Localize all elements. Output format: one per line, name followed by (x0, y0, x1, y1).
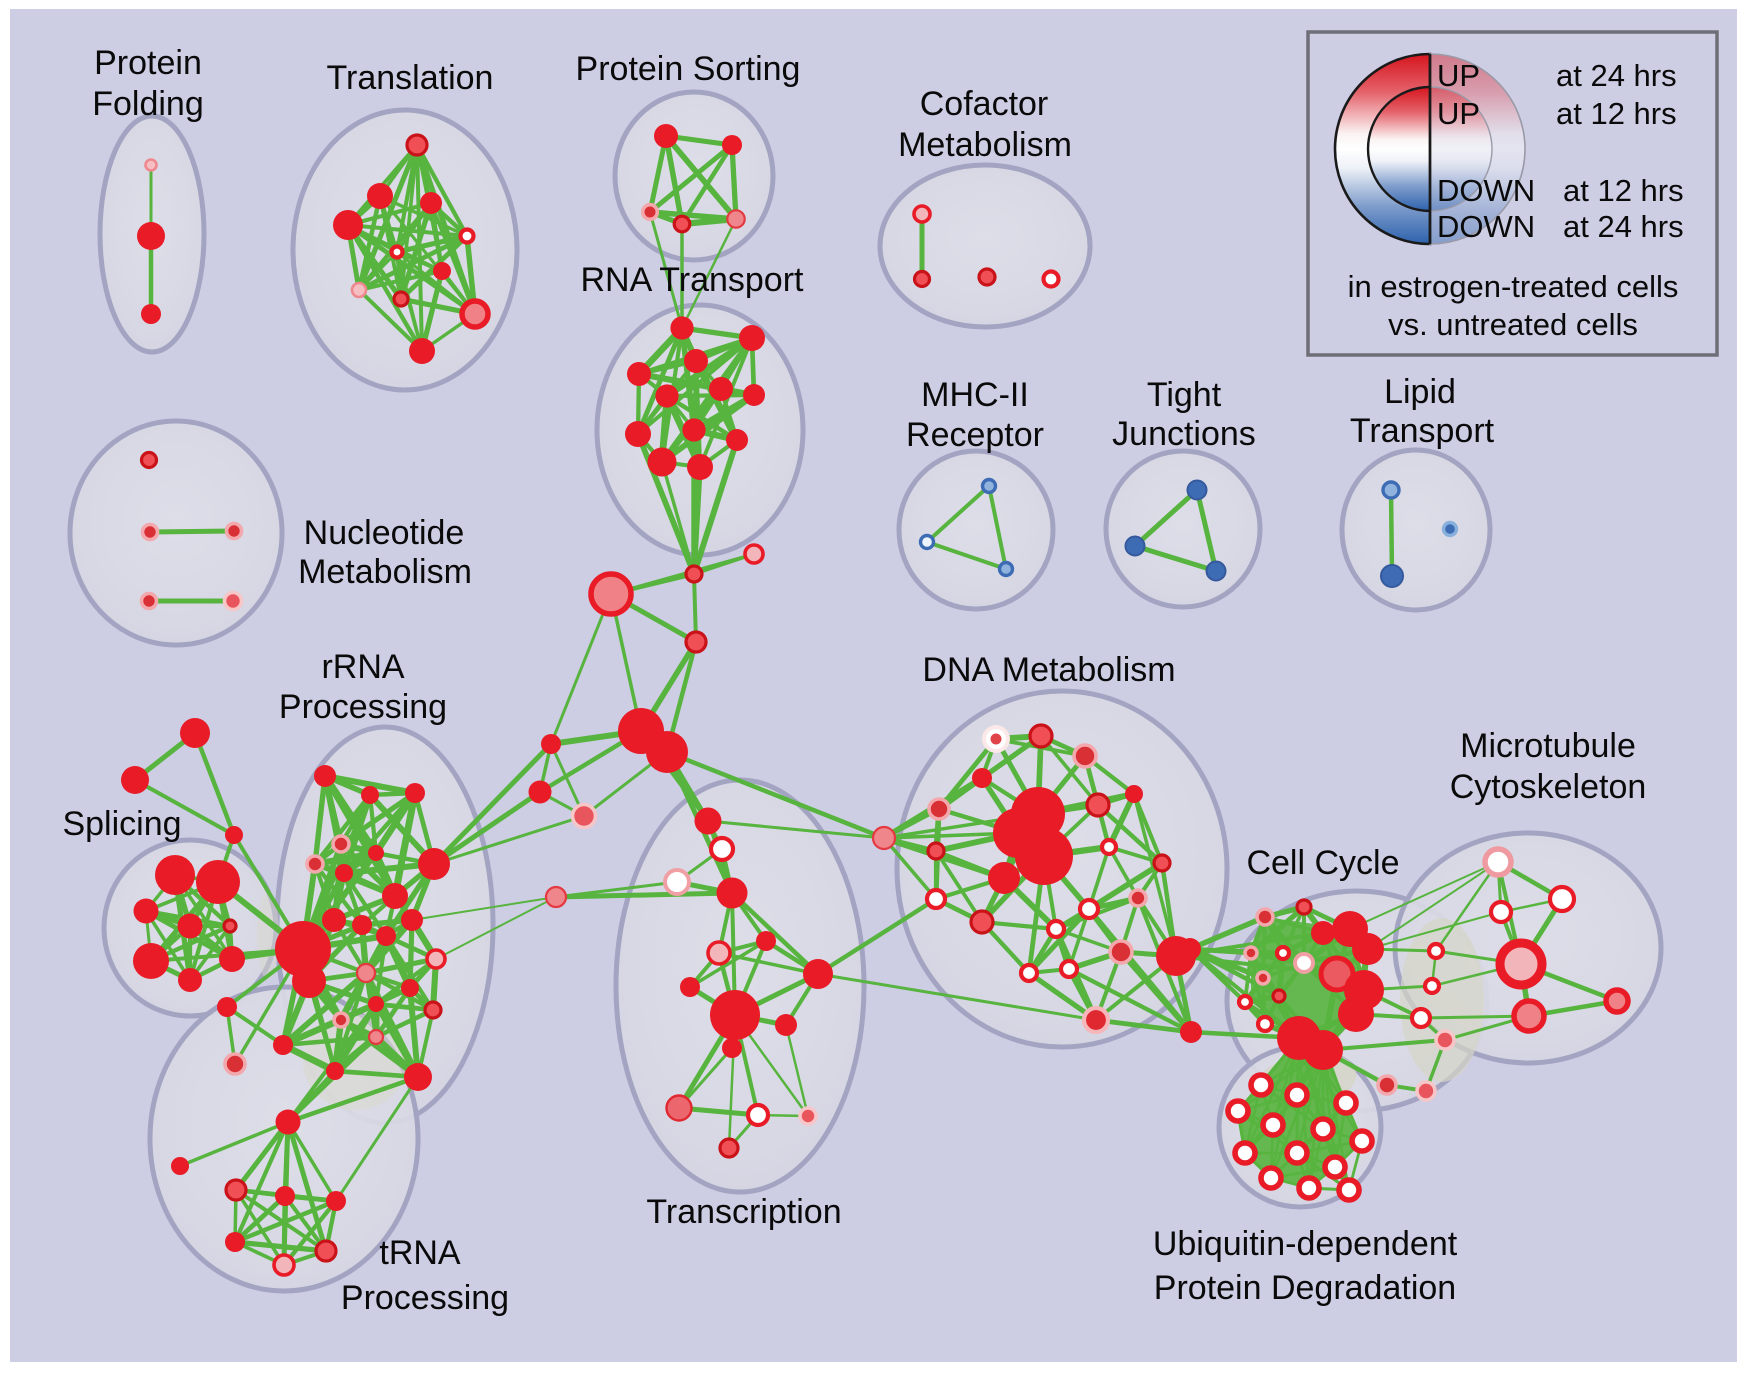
svg-text:Protein: Protein (94, 44, 202, 82)
svg-text:Processing: Processing (279, 688, 447, 726)
svg-text:DOWN: DOWN (1437, 173, 1535, 208)
svg-text:Lipid: Lipid (1384, 373, 1456, 411)
svg-text:Transcription: Transcription (646, 1193, 841, 1231)
svg-text:MHC-II: MHC-II (921, 376, 1029, 414)
svg-text:Ubiquitin-dependent: Ubiquitin-dependent (1153, 1225, 1458, 1263)
svg-text:Folding: Folding (92, 85, 204, 123)
svg-text:Junctions: Junctions (1112, 415, 1256, 453)
svg-text:DNA Metabolism: DNA Metabolism (922, 651, 1175, 689)
svg-text:Cofactor: Cofactor (920, 85, 1049, 123)
svg-text:Receptor: Receptor (906, 416, 1044, 454)
svg-text:Translation: Translation (327, 59, 494, 97)
svg-text:UP: UP (1437, 58, 1480, 93)
svg-text:Cell Cycle: Cell Cycle (1246, 844, 1399, 882)
svg-text:vs. untreated cells: vs. untreated cells (1388, 307, 1638, 342)
svg-text:at 24 hrs: at 24 hrs (1556, 58, 1677, 93)
svg-text:Protein Degradation: Protein Degradation (1154, 1269, 1456, 1307)
svg-text:at 12 hrs: at 12 hrs (1563, 173, 1684, 208)
svg-text:Transport: Transport (1350, 412, 1495, 450)
svg-text:at 12 hrs: at 12 hrs (1556, 96, 1677, 131)
svg-text:Cytoskeleton: Cytoskeleton (1450, 768, 1647, 806)
svg-text:at 24 hrs: at 24 hrs (1563, 209, 1684, 244)
svg-text:Microtubule: Microtubule (1460, 727, 1636, 765)
svg-text:in estrogen-treated cells: in estrogen-treated cells (1348, 269, 1679, 304)
svg-text:rRNA: rRNA (321, 648, 404, 686)
svg-text:Protein Sorting: Protein Sorting (576, 50, 801, 88)
svg-text:Splicing: Splicing (62, 805, 181, 843)
svg-text:Processing: Processing (341, 1279, 509, 1317)
svg-text:Metabolism: Metabolism (298, 553, 472, 591)
svg-text:UP: UP (1437, 96, 1480, 131)
svg-text:Tight: Tight (1147, 376, 1222, 414)
svg-text:tRNA: tRNA (379, 1234, 461, 1272)
svg-text:Nucleotide: Nucleotide (304, 514, 465, 552)
svg-text:DOWN: DOWN (1437, 209, 1535, 244)
svg-text:RNA Transport: RNA Transport (581, 261, 805, 299)
svg-text:Metabolism: Metabolism (898, 126, 1072, 164)
